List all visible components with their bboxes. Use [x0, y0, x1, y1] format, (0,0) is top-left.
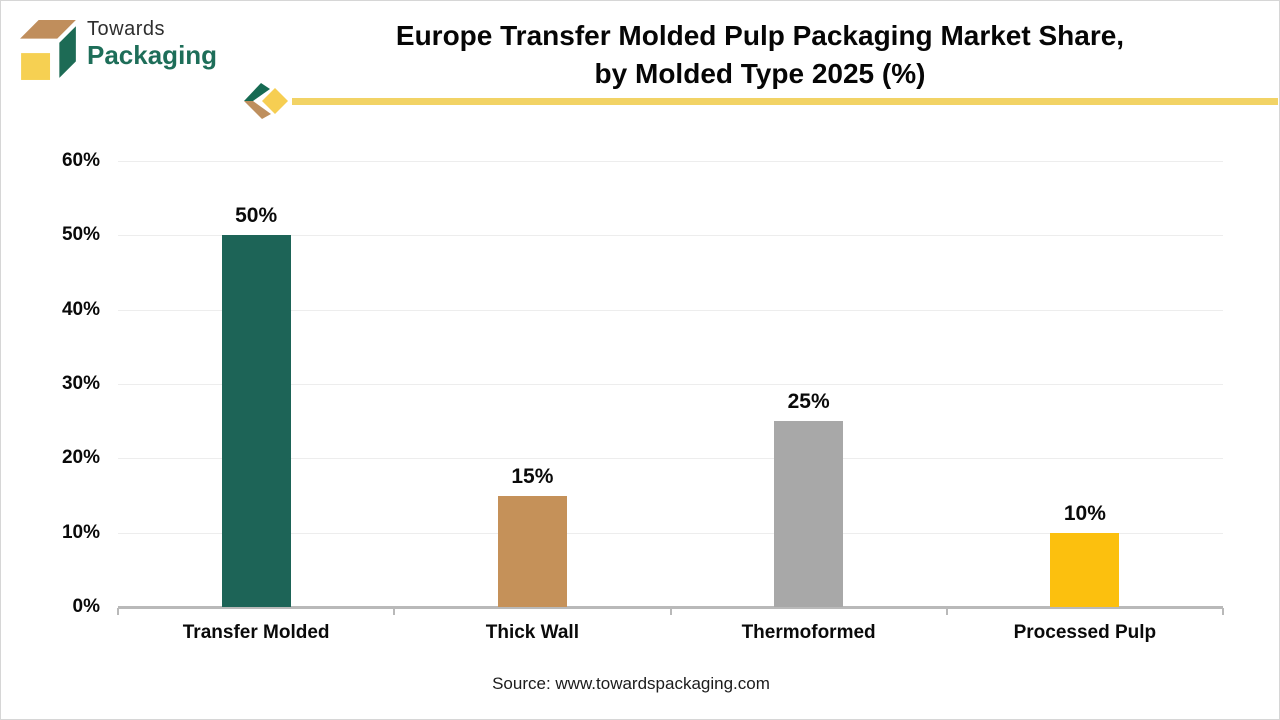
x-axis-tick — [945, 608, 948, 615]
bar-value-label: 15% — [511, 464, 554, 488]
x-axis-tick — [117, 608, 119, 615]
x-axis-label: Transfer Molded — [182, 622, 330, 643]
brand-name-packaging: Packaging — [87, 40, 218, 70]
x-axis-tick — [393, 608, 396, 615]
bar-transfer-molded — [221, 235, 291, 607]
page-title: Europe Transfer Molded Pulp Packaging Ma… — [251, 17, 1269, 93]
x-axis-line — [118, 606, 1223, 609]
gridline-40 — [118, 309, 1223, 311]
x-axis-label: Thermoformed — [741, 622, 876, 643]
gridline-30 — [118, 384, 1223, 385]
x-axis-tick — [1222, 608, 1224, 615]
brand-name-towards: Towards — [87, 18, 165, 40]
bar-processed-pulp — [1050, 532, 1120, 607]
gridline-60 — [118, 161, 1223, 162]
brand-name: Towards Packaging — [87, 17, 217, 69]
gridline-50 — [118, 235, 1223, 237]
bar-value-label: 25% — [787, 390, 830, 414]
accent-rule — [292, 98, 1278, 105]
page-title-line1: Europe Transfer Molded Pulp Packaging Ma… — [395, 20, 1125, 51]
y-axis-label-50: 50% — [61, 224, 100, 246]
bar-thermoformed — [774, 421, 844, 607]
packaging-box-icon — [20, 20, 76, 80]
x-axis-tick — [669, 608, 672, 615]
y-axis-label-60: 60% — [61, 150, 100, 171]
y-axis-label-0: 0% — [72, 596, 100, 617]
y-axis-label-20: 20% — [61, 447, 100, 469]
x-axis-label: Thick Wall — [485, 622, 579, 643]
y-axis-label-40: 40% — [61, 298, 100, 320]
y-axis-label-10: 10% — [61, 521, 100, 543]
y-axis-label-30: 30% — [61, 373, 100, 394]
x-axis-label: Processed Pulp — [1013, 622, 1157, 643]
bar-value-label: 50% — [235, 204, 278, 228]
gridline-10 — [118, 532, 1223, 534]
brand-logo: Towards Packaging — [15, 15, 245, 85]
gridline-20 — [118, 458, 1223, 460]
source-note: Source: www.towardspackaging.com — [492, 674, 770, 693]
page-title-line2: by Molded Type 2025 (%) — [594, 58, 926, 89]
accent-diamond-icon — [244, 83, 288, 119]
bar-value-label: 10% — [1063, 501, 1106, 525]
bar-thick-wall — [497, 495, 567, 607]
